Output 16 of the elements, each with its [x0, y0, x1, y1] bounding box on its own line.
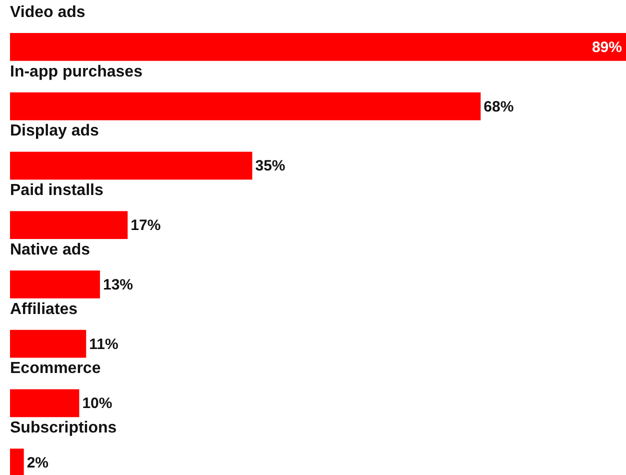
y-tick-label: Affiliates: [10, 300, 78, 318]
y-tick-label: Video ads: [10, 4, 86, 21]
data-label: 35%: [255, 158, 286, 175]
data-label: 10%: [82, 395, 112, 412]
y-tick-label: Native ads: [10, 241, 90, 258]
data-label: 2%: [26, 454, 49, 472]
data-label: 11%: [89, 336, 118, 353]
data-label: 89%: [592, 38, 622, 56]
data-label: 13%: [102, 276, 134, 294]
data-label: 68%: [484, 98, 514, 116]
y-tick-label: Ecommerce: [10, 360, 101, 378]
y-tick-label: Paid installs: [10, 182, 104, 199]
y-tick-label: Subscriptions: [10, 420, 117, 436]
y-tick-label: In-app purchases: [10, 63, 143, 80]
data-label: 17%: [130, 217, 161, 234]
y-tick-label: Display ads: [10, 122, 100, 140]
